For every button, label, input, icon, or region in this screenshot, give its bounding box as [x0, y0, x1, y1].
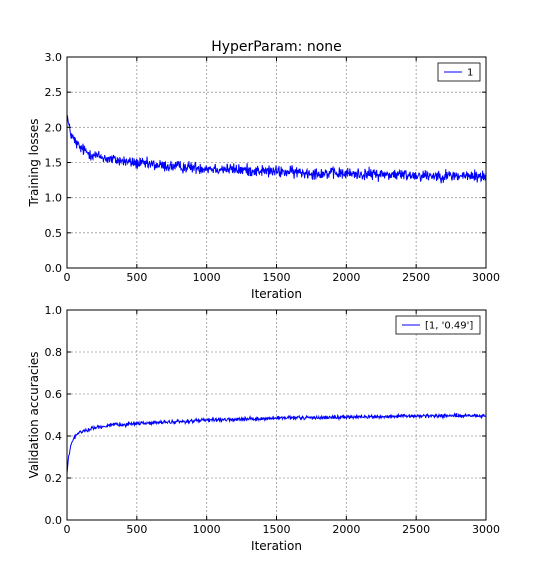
y-tick-label: 0.2: [45, 472, 63, 485]
y-tick-label: 0.0: [45, 262, 63, 275]
plot-frame: [66, 309, 487, 521]
y-axis-label: Training losses: [27, 119, 41, 208]
x-tick-label: 500: [126, 271, 147, 284]
x-tick-label: 1000: [193, 271, 221, 284]
y-tick-label: 0.8: [45, 346, 63, 359]
y-tick-label: 0.0: [45, 514, 63, 527]
x-axis-label: Iteration: [251, 287, 302, 301]
y-tick-label: 2.0: [45, 121, 63, 134]
y-axis-label: Validation accuracies: [27, 351, 41, 478]
x-tick-label: 0: [64, 523, 71, 536]
y-tick-label: 0.5: [45, 227, 63, 240]
y-tick-label: 0.4: [45, 430, 63, 443]
y-tick-label: 1.0: [45, 192, 63, 205]
series-line: [66, 412, 487, 474]
x-tick-label: 2000: [332, 523, 360, 536]
y-tick-label: 0.6: [45, 388, 63, 401]
legend: 1: [437, 62, 481, 82]
legend-entry: [1, '0.49']: [425, 321, 473, 332]
y-tick-label: 2.5: [45, 86, 63, 99]
chart-title: HyperParam: none: [211, 39, 342, 55]
x-tick-label: 2500: [402, 271, 430, 284]
x-tick-label: 1500: [263, 271, 291, 284]
x-tick-label: 2500: [402, 523, 430, 536]
x-axis-label: Iteration: [251, 539, 302, 553]
x-tick-label: 1500: [263, 523, 291, 536]
legend-box: [395, 315, 481, 335]
legend-entry: 1: [467, 68, 473, 79]
x-tick-label: 1000: [193, 523, 221, 536]
x-tick-label: 500: [126, 523, 147, 536]
training-loss-chart: HyperParam: none 0 500 1000 1500 2000 2500 3000…: [27, 39, 500, 301]
validation-accuracy-chart: 0 500 1000 1500 2000 2500 3000 0.0 0.2 0.4 0.6 0.8 1…: [27, 304, 500, 553]
series-line: [66, 115, 487, 184]
y-tick-label: 1.5: [45, 157, 63, 170]
x-tick-label: 3000: [472, 523, 500, 536]
x-tick-label: 3000: [472, 271, 500, 284]
y-tick-label: 3.0: [45, 51, 63, 64]
x-tick-label: 0: [64, 271, 71, 284]
legend: [1, '0.49']: [395, 315, 481, 335]
y-tick-label: 1.0: [45, 304, 63, 317]
plot-frame: [66, 56, 487, 269]
x-tick-label: 2000: [332, 271, 360, 284]
